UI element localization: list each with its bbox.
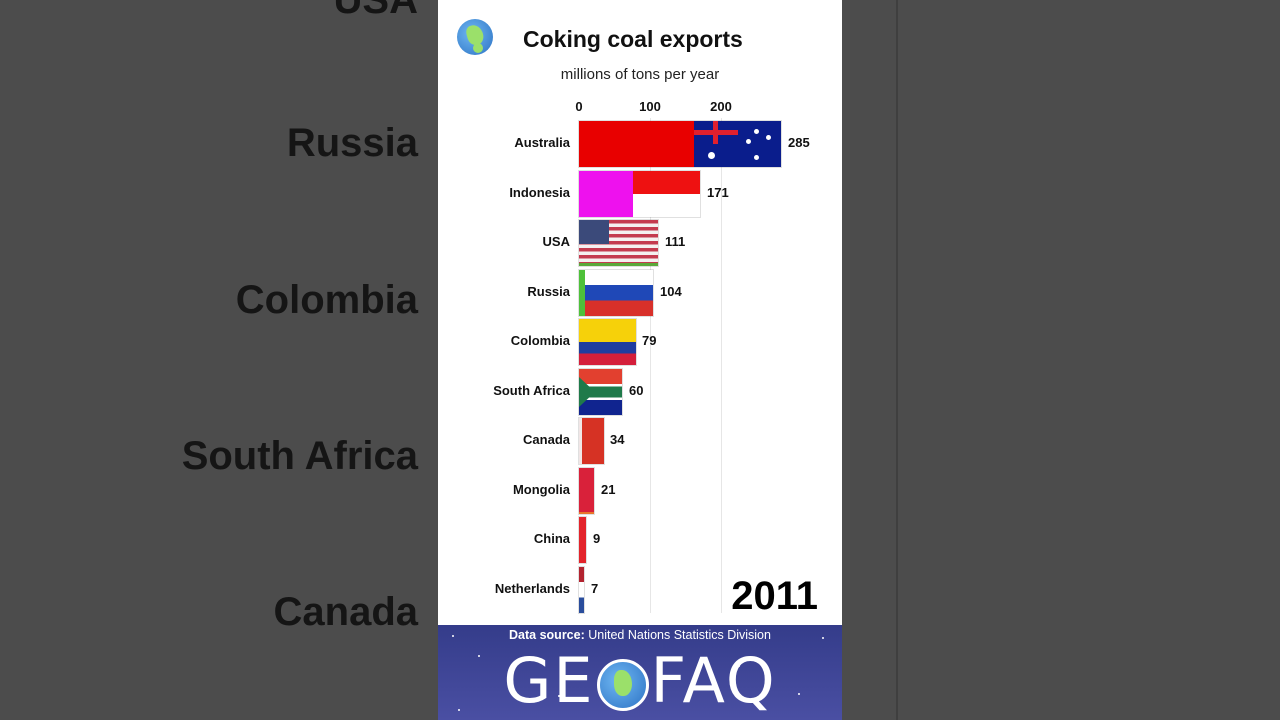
canada-flag <box>579 418 604 464</box>
australia-flag <box>579 121 781 167</box>
bar-row-usa: USA 111 <box>438 220 842 266</box>
chart-title: Coking coal exports <box>523 26 743 52</box>
data-source: Data source: United Nations Statistics D… <box>438 628 842 642</box>
value-label: 104 <box>660 284 682 299</box>
country-label: Colombia <box>510 333 570 348</box>
country-label: Indonesia <box>509 185 570 200</box>
value-label: 34 <box>610 432 625 447</box>
south-africa-flag <box>579 369 622 415</box>
year-indicator: 2011 <box>731 574 818 618</box>
netherlands-flag <box>579 567 584 613</box>
country-label: USA <box>542 234 570 249</box>
axis-tick-200: 200 <box>710 99 732 114</box>
country-label: China <box>533 531 570 546</box>
bar-row-netherlands: Netherlands 7 <box>438 567 842 613</box>
logo-text-right: FAQ <box>650 644 777 717</box>
value-label: 171 <box>707 185 729 200</box>
axis-tick-100: 100 <box>639 99 661 114</box>
chart-subtitle: millions of tons per year <box>560 66 720 83</box>
bar-row-mongolia: Mongolia 21 <box>438 468 842 514</box>
globe-icon <box>457 19 493 55</box>
country-label: Russia <box>527 284 570 299</box>
russia-flag <box>579 270 653 316</box>
colombia-flag <box>579 319 636 365</box>
country-label: Australia <box>514 135 570 150</box>
country-label: Netherlands <box>494 581 570 596</box>
bar-row-russia: Russia 104 <box>438 270 842 316</box>
footer-banner: Data source: United Nations Statistics D… <box>438 625 842 720</box>
country-label: Mongolia <box>512 482 570 497</box>
bar-row-canada: Canada 34 <box>438 418 842 464</box>
bar-row-colombia: Colombia 79 <box>438 319 842 365</box>
video-panel: Coking coal exports millions of tons per… <box>438 0 842 720</box>
axis-tick-0: 0 <box>575 99 583 114</box>
bg-label-usa: USA <box>333 0 418 22</box>
country-label: South Africa <box>493 383 570 398</box>
value-label: 79 <box>642 333 657 348</box>
bg-label-russia: Russia <box>286 121 418 165</box>
globe-icon <box>596 658 649 711</box>
data-source-label: Data source: <box>509 628 585 642</box>
gridline-200 <box>721 118 722 613</box>
bar-row-indonesia: Indonesia 171 <box>438 171 842 217</box>
bg-label-south-africa: South Africa <box>181 434 418 478</box>
value-label: 9 <box>593 531 601 546</box>
value-label: 21 <box>601 482 616 497</box>
value-label: 111 <box>665 234 686 249</box>
value-label: 285 <box>788 135 810 150</box>
gridline-100 <box>650 118 651 613</box>
logo-text-left: GE <box>503 644 595 717</box>
china-flag <box>579 517 586 563</box>
bg-label-canada: Canada <box>273 590 419 634</box>
geofaq-logo: GE FAQ <box>438 645 842 717</box>
usa-flag <box>579 220 658 266</box>
bar-row-south-africa: South Africa 60 <box>438 369 842 415</box>
country-label: Canada <box>523 432 570 447</box>
background-divider <box>896 0 898 720</box>
value-label: 60 <box>629 383 644 398</box>
bg-label-colombia: Colombia <box>235 278 418 322</box>
bar-row-australia: Australia 285 <box>438 121 842 167</box>
value-label: 7 <box>591 581 599 596</box>
indonesia-flag <box>579 171 700 217</box>
data-source-value: United Nations Statistics Division <box>588 628 771 642</box>
mongolia-flag <box>579 468 594 514</box>
bar-row-china: China 9 <box>438 517 842 563</box>
